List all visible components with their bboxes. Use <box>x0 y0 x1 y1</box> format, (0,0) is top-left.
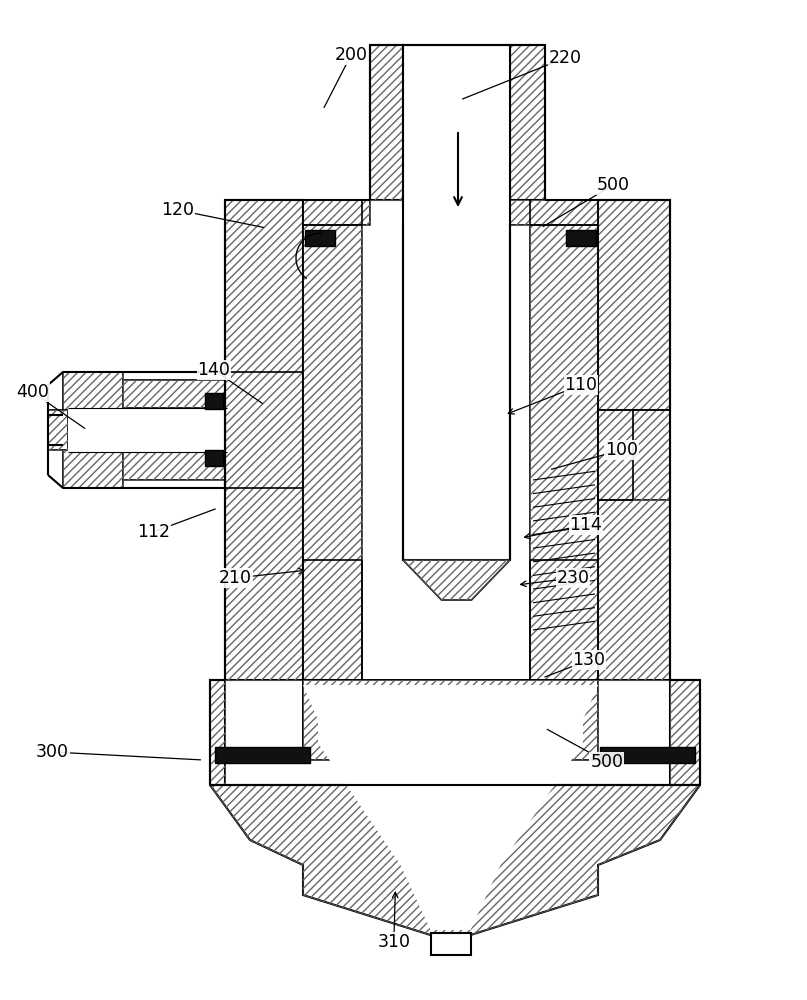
Text: 310: 310 <box>378 933 410 951</box>
Bar <box>598 200 670 680</box>
Text: 114: 114 <box>570 516 602 534</box>
Bar <box>510 200 598 225</box>
Bar <box>370 45 403 200</box>
Bar <box>108 452 225 480</box>
Text: 112: 112 <box>137 523 169 541</box>
Bar <box>303 200 370 225</box>
Bar <box>63 372 123 488</box>
Bar <box>598 200 670 680</box>
Text: 200: 200 <box>335 46 367 64</box>
Bar <box>303 200 362 225</box>
Bar <box>303 680 598 760</box>
Bar <box>510 45 545 200</box>
Text: 130: 130 <box>573 651 605 669</box>
Bar <box>566 230 596 246</box>
Bar <box>362 225 530 245</box>
Bar <box>530 225 598 680</box>
Bar <box>303 200 362 225</box>
Bar <box>510 45 545 200</box>
Bar <box>305 230 335 246</box>
Text: 100: 100 <box>605 441 638 459</box>
Text: 500: 500 <box>591 753 623 771</box>
Bar <box>108 380 225 408</box>
Bar <box>598 410 670 500</box>
Bar <box>205 393 223 409</box>
Bar <box>530 225 598 680</box>
Bar <box>362 200 530 260</box>
Text: 230: 230 <box>557 569 589 587</box>
Bar <box>205 450 223 466</box>
Bar <box>303 225 362 680</box>
Bar <box>48 410 68 450</box>
Text: 400: 400 <box>16 383 48 401</box>
Bar <box>225 200 303 680</box>
Bar <box>108 408 225 452</box>
Bar <box>63 372 123 488</box>
Bar <box>670 680 700 785</box>
Text: 500: 500 <box>597 176 629 194</box>
Bar <box>210 680 225 785</box>
Polygon shape <box>303 685 598 930</box>
Bar <box>108 452 225 480</box>
Text: 300: 300 <box>36 743 69 761</box>
Bar <box>108 380 225 408</box>
Bar <box>210 680 225 785</box>
Bar <box>215 747 310 763</box>
Bar <box>530 200 598 225</box>
Text: 110: 110 <box>565 376 597 394</box>
Text: 210: 210 <box>220 569 252 587</box>
Bar <box>670 680 700 785</box>
Bar <box>303 225 362 680</box>
Bar <box>362 225 530 245</box>
Bar <box>430 933 470 955</box>
Bar <box>225 200 303 680</box>
Bar <box>530 200 598 225</box>
Bar <box>598 410 670 500</box>
Bar <box>303 200 370 225</box>
Text: 220: 220 <box>549 49 581 67</box>
Bar <box>68 408 138 452</box>
Text: 120: 120 <box>161 201 194 219</box>
Bar <box>48 410 68 450</box>
Bar <box>370 45 403 200</box>
Bar <box>600 747 695 763</box>
Text: 140: 140 <box>198 361 230 379</box>
Polygon shape <box>403 560 510 600</box>
Bar <box>403 45 510 560</box>
Polygon shape <box>210 785 700 935</box>
Bar <box>510 200 598 225</box>
Bar <box>303 680 598 760</box>
Polygon shape <box>303 680 598 760</box>
